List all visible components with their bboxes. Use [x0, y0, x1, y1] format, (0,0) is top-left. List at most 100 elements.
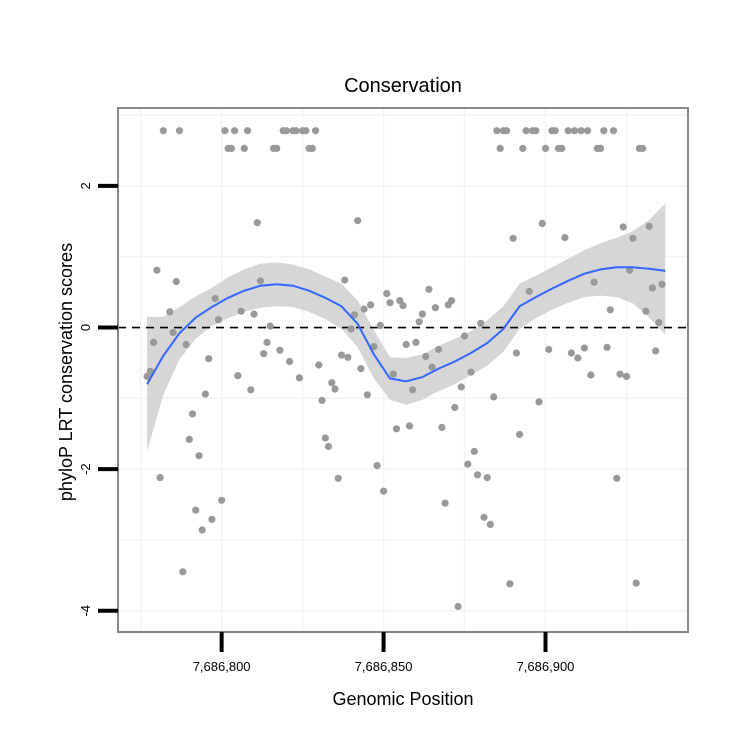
- data-point: [185, 435, 193, 443]
- data-point: [457, 383, 465, 391]
- data-point: [655, 319, 663, 327]
- data-point: [648, 284, 657, 292]
- data-point: [564, 127, 572, 135]
- data-point: [470, 447, 478, 455]
- data-point: [237, 307, 245, 315]
- data-point: [312, 127, 320, 135]
- data-point: [503, 127, 511, 135]
- data-point: [321, 434, 329, 442]
- data-point: [645, 222, 653, 230]
- data-point: [146, 367, 154, 375]
- data-point: [318, 396, 326, 404]
- data-point: [451, 403, 459, 412]
- data-point: [214, 316, 222, 324]
- data-point: [609, 127, 618, 135]
- data-point: [567, 349, 576, 357]
- data-point: [405, 422, 414, 430]
- data-point: [584, 127, 592, 135]
- data-point: [205, 355, 213, 363]
- data-point: [525, 287, 533, 295]
- data-point: [367, 301, 375, 309]
- data-point: [409, 386, 417, 394]
- data-point: [658, 280, 666, 288]
- data-point: [211, 294, 219, 303]
- data-point: [273, 144, 281, 152]
- data-point: [192, 506, 200, 514]
- data-point: [156, 474, 164, 482]
- data-point: [386, 299, 394, 307]
- data-point: [619, 223, 627, 231]
- data-point: [198, 526, 206, 534]
- data-point: [240, 144, 248, 152]
- data-point: [606, 306, 614, 314]
- data-point: [360, 305, 368, 313]
- data-point: [175, 127, 184, 135]
- chart-title: Conservation: [344, 75, 462, 97]
- data-point: [179, 568, 187, 576]
- data-point: [383, 289, 391, 298]
- data-point: [422, 352, 430, 361]
- data-point: [260, 350, 268, 358]
- data-point: [227, 144, 235, 152]
- y-tick-label: -4: [78, 605, 93, 617]
- data-point: [344, 353, 352, 361]
- data-point: [467, 368, 475, 376]
- data-point: [486, 520, 494, 529]
- data-point: [425, 285, 433, 293]
- data-point: [350, 311, 358, 319]
- data-point: [341, 276, 349, 284]
- data-point: [464, 460, 472, 468]
- data-point: [629, 234, 637, 242]
- data-point: [166, 308, 174, 316]
- data-point: [538, 219, 546, 227]
- data-point: [302, 127, 310, 135]
- data-point: [441, 499, 449, 507]
- data-point: [153, 266, 161, 274]
- data-point: [590, 278, 598, 286]
- data-point: [389, 370, 397, 378]
- data-point: [435, 345, 443, 354]
- data-point: [506, 580, 514, 588]
- data-point: [622, 372, 631, 380]
- data-point: [483, 474, 491, 482]
- data-point: [399, 302, 407, 310]
- data-point: [412, 338, 420, 346]
- data-point: [337, 351, 346, 359]
- data-point: [603, 343, 611, 351]
- data-point: [256, 277, 265, 285]
- data-point: [380, 487, 388, 495]
- data-points: [143, 127, 666, 611]
- data-point: [308, 144, 316, 152]
- x-tick-label: 7,686,800: [193, 659, 251, 674]
- data-point: [286, 357, 294, 366]
- smooth-fit-line: [146, 266, 666, 385]
- data-point: [519, 144, 527, 152]
- data-point: [221, 127, 229, 135]
- data-point: [201, 390, 209, 398]
- data-point: [516, 430, 524, 438]
- data-point: [263, 338, 271, 346]
- y-tick-label: 0: [78, 324, 93, 331]
- data-point: [616, 370, 624, 378]
- data-point: [354, 217, 362, 225]
- data-point: [392, 425, 401, 433]
- data-point: [188, 410, 197, 418]
- y-tick-label: -2: [78, 463, 93, 475]
- data-point: [512, 349, 521, 357]
- data-point: [328, 379, 336, 387]
- data-point: [415, 318, 423, 326]
- data-point: [597, 144, 605, 152]
- data-point: [250, 310, 258, 318]
- data-point: [159, 127, 167, 135]
- data-point: [150, 338, 158, 346]
- data-point: [571, 127, 579, 135]
- data-point: [218, 496, 226, 504]
- data-point: [363, 391, 371, 399]
- data-point: [545, 345, 553, 354]
- data-point: [247, 386, 255, 394]
- data-point: [231, 127, 239, 135]
- data-point: [561, 234, 569, 242]
- data-point: [587, 371, 595, 379]
- data-point: [431, 304, 439, 312]
